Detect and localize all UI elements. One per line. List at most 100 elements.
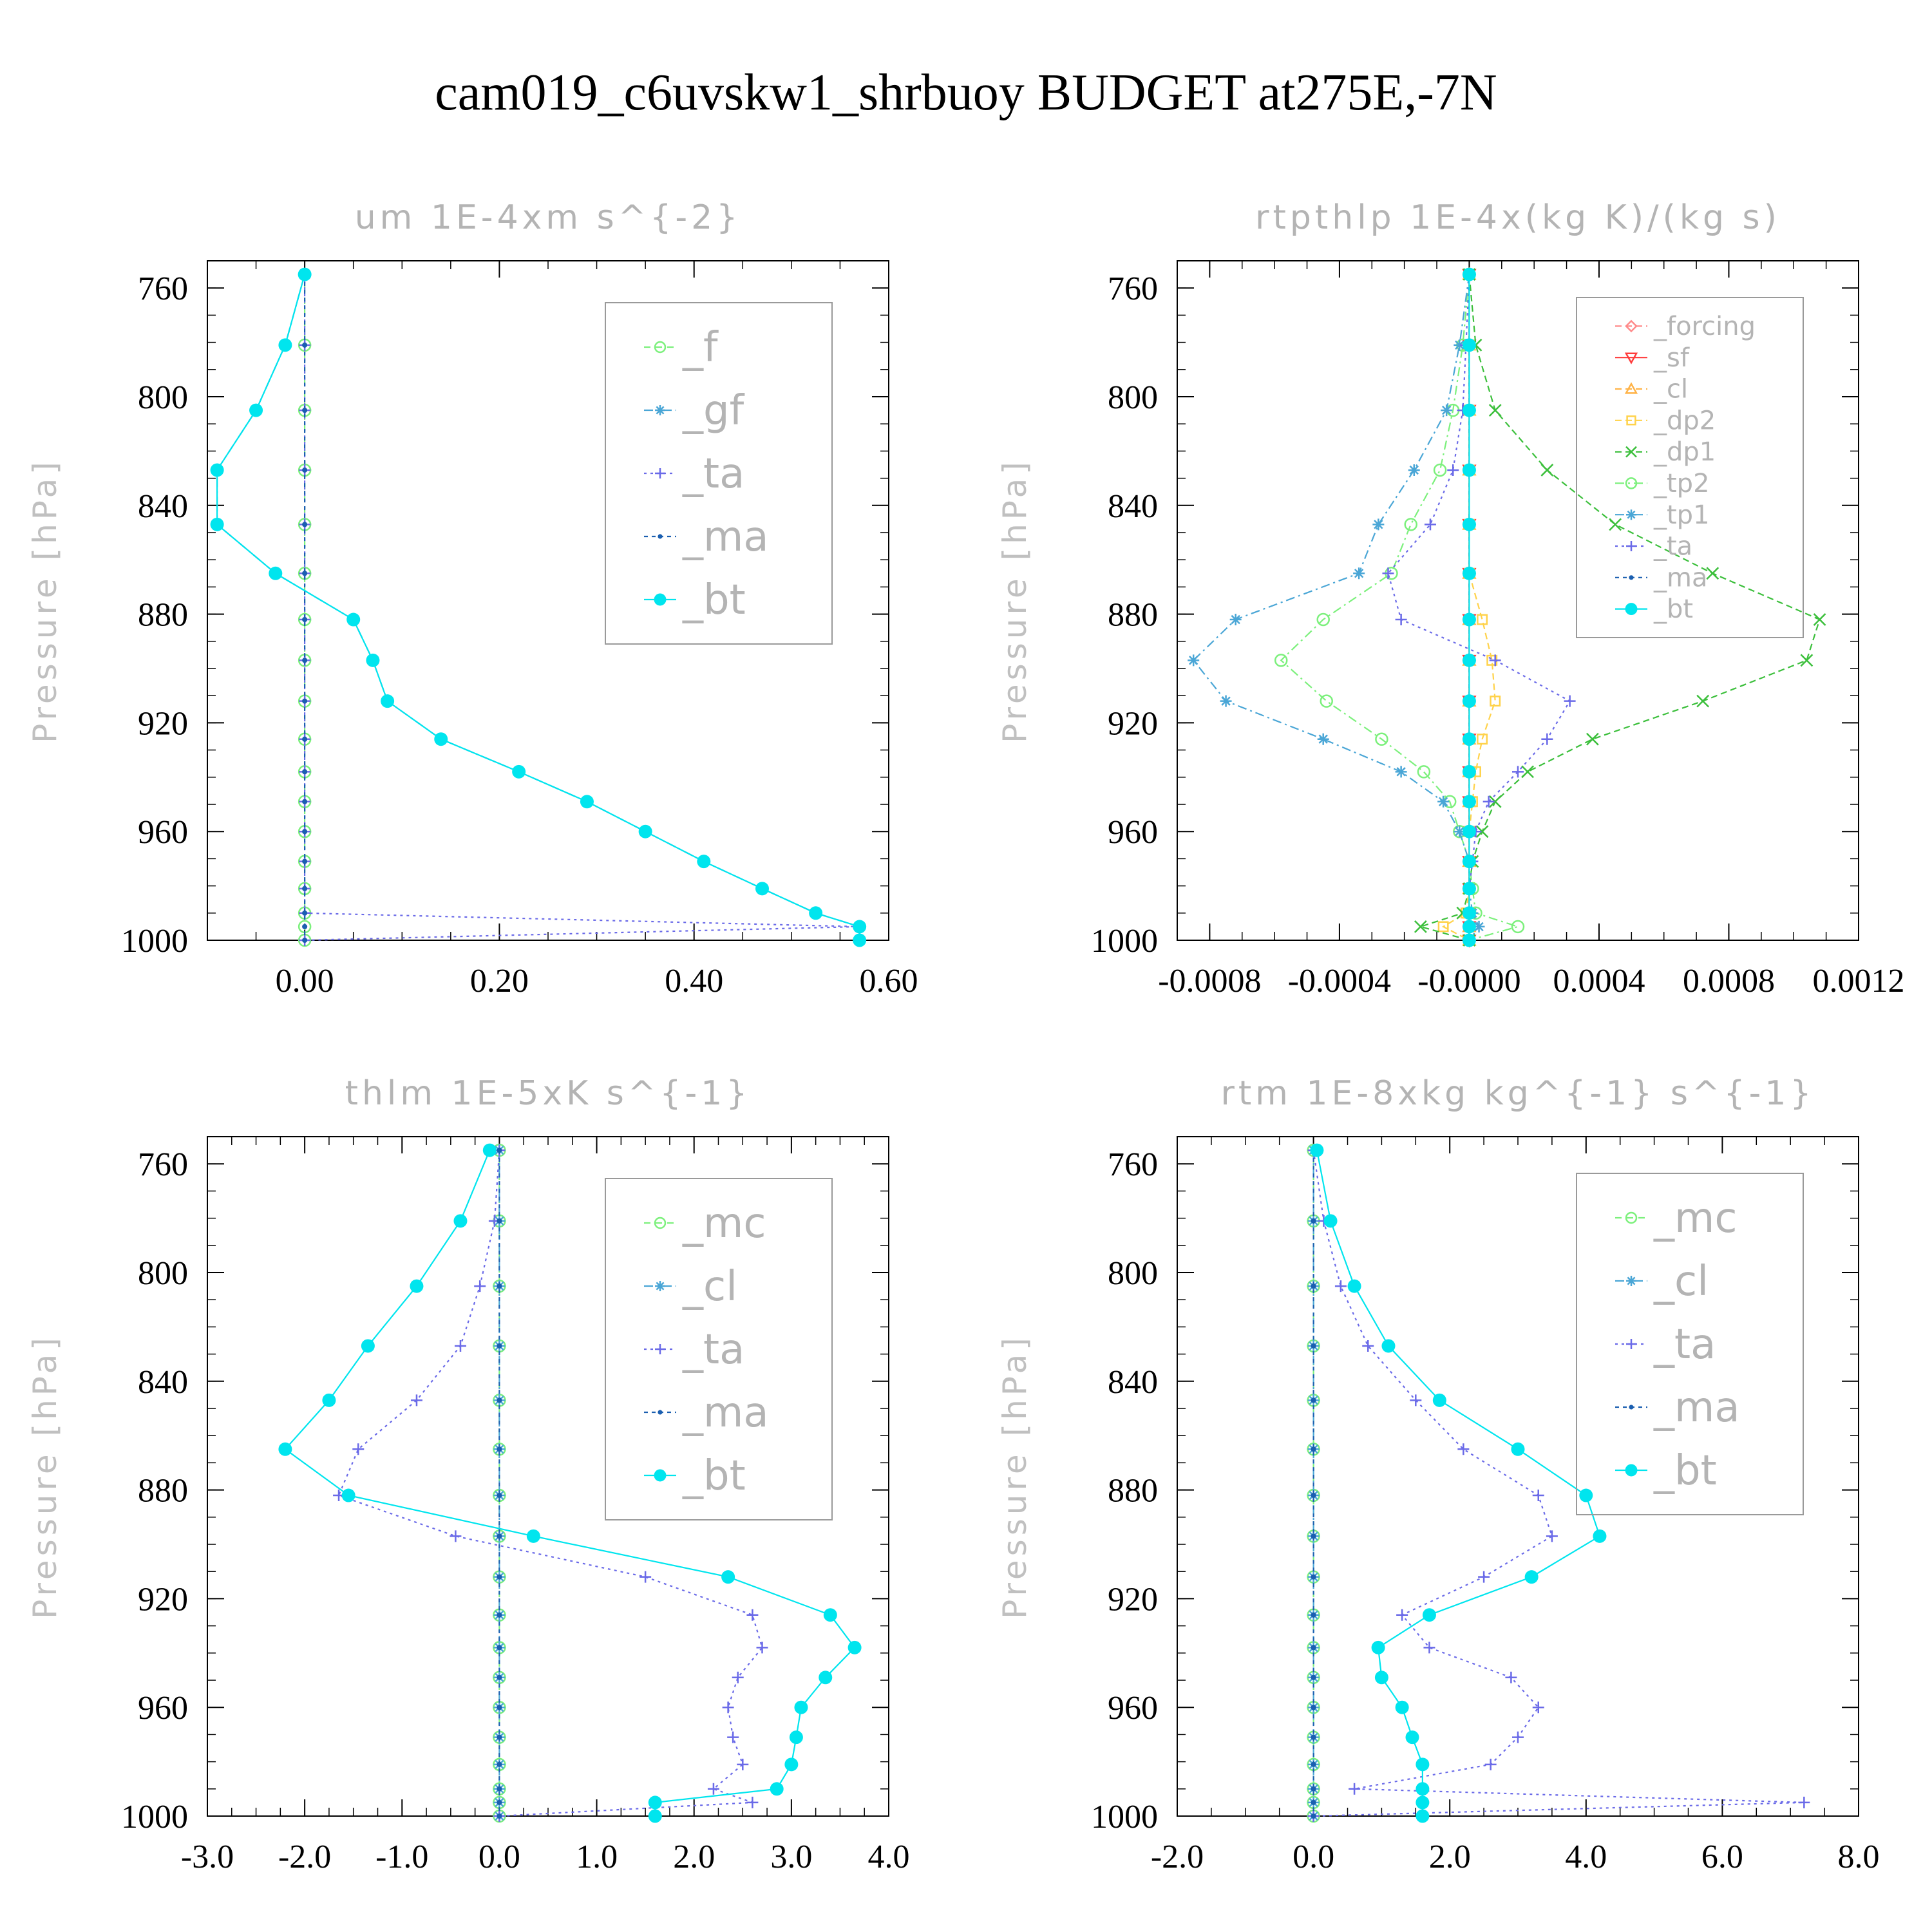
- legend-marker-bt: [654, 593, 667, 606]
- legend-marker-bt: [1625, 603, 1638, 616]
- point-dp1: [1813, 613, 1826, 626]
- legend-marker-sf: [1624, 352, 1638, 365]
- y-tick-label: 840: [138, 1364, 188, 1401]
- x-tick-label: -0.0008: [1158, 963, 1261, 999]
- point-ta: [746, 1609, 759, 1621]
- point-ta: [1482, 795, 1495, 808]
- point-bt: [1462, 517, 1476, 531]
- x-tick-label: 0.0: [478, 1839, 520, 1875]
- point-ta: [454, 1340, 466, 1352]
- point-ma: [497, 1218, 502, 1224]
- point-ma: [302, 886, 308, 891]
- point-ta: [1447, 464, 1459, 476]
- point-ma: [1311, 1813, 1316, 1819]
- point-ma: [1311, 1397, 1316, 1403]
- point-ma: [302, 923, 308, 929]
- y-tick-label: 1000: [121, 1799, 188, 1835]
- y-tick-label: 840: [1108, 1364, 1158, 1401]
- legend-label-bt: _bt: [1653, 594, 1693, 624]
- point-tp1: [1353, 567, 1365, 580]
- point-ta: [1396, 1609, 1408, 1621]
- point-ma: [497, 1799, 502, 1805]
- point-bt: [638, 824, 652, 838]
- legend-frame: [1576, 297, 1804, 638]
- point-bt: [1416, 1757, 1430, 1772]
- point-ta: [1489, 654, 1501, 667]
- point-ta: [1382, 567, 1394, 580]
- point-ma: [302, 910, 308, 916]
- legend-label-ta: _ta: [1653, 1321, 1716, 1368]
- point-ma: [302, 467, 308, 473]
- x-tick-label: 0.0004: [1553, 963, 1645, 999]
- point-bt: [1323, 1214, 1338, 1228]
- point-bt: [1371, 1640, 1385, 1654]
- y-tick-label: 920: [1108, 705, 1158, 742]
- point-tp1: [1437, 795, 1450, 808]
- point-bt: [1524, 1570, 1539, 1584]
- legend-marker-bt: [1625, 1464, 1638, 1477]
- legend-label-tp1: _tp1: [1653, 500, 1710, 530]
- legend-rtm: _mc _cl _ta _ma _bt: [1576, 1173, 1804, 1515]
- point-ma: [302, 937, 308, 943]
- point-dp1: [1488, 404, 1502, 417]
- x-tick-label: 4.0: [868, 1839, 910, 1875]
- point-tp1: [1473, 920, 1485, 933]
- point-dp1: [1488, 795, 1502, 808]
- point-ma: [302, 736, 308, 742]
- point-tp1: [1395, 766, 1407, 778]
- point-bt: [346, 612, 361, 627]
- point-bt: [853, 933, 867, 947]
- point-dp2: [1490, 696, 1501, 707]
- point-ta: [737, 1758, 749, 1770]
- point-bt: [366, 653, 380, 667]
- x-tick-label: 8.0: [1838, 1839, 1880, 1875]
- point-bt: [1462, 612, 1476, 627]
- point-ma: [497, 1533, 502, 1539]
- point-bt: [512, 764, 526, 779]
- legend-label-ta: _ta: [682, 1326, 744, 1374]
- legend-marker-cl: [1624, 382, 1638, 394]
- panel-title-thlm: thlm 1E-5xK s^{-1}: [345, 1074, 752, 1113]
- point-bt: [1593, 1529, 1607, 1543]
- point-bt: [1462, 653, 1476, 667]
- y-tick-label: 800: [138, 379, 188, 416]
- point-ta: [707, 1783, 719, 1795]
- point-bt: [697, 855, 711, 869]
- point-ta: [474, 1280, 486, 1293]
- point-ta: [1478, 1571, 1490, 1583]
- legend-marker-cl: [655, 1281, 665, 1291]
- legend-label-ta: _ta: [1653, 532, 1692, 562]
- x-tick-label: -1.0: [375, 1839, 428, 1875]
- series-line-ta: [1312, 1150, 1804, 1817]
- x-tick-label: 0.60: [860, 963, 918, 999]
- point-bt: [410, 1279, 424, 1293]
- point-bt: [580, 795, 594, 809]
- y-tick-label: 1000: [1091, 923, 1158, 960]
- y-tick-label: 880: [138, 1473, 188, 1510]
- y-tick-label: 960: [138, 814, 188, 851]
- point-ta: [1564, 695, 1576, 707]
- point-bt: [794, 1700, 808, 1714]
- y-tick-label: 1000: [121, 923, 188, 960]
- point-bt: [210, 517, 224, 531]
- ylabel-um: Pressure [hPa]: [26, 458, 64, 743]
- panel-rtm: rtm 1E-8xkg kg^{-1} s^{-1} Pressure [hPa]…: [996, 1074, 1880, 1875]
- x-tick-label: -2.0: [1151, 1839, 1204, 1875]
- point-ma: [497, 1705, 502, 1710]
- point-bt: [322, 1393, 336, 1407]
- point-bt: [789, 1730, 803, 1745]
- point-ma: [1311, 1343, 1316, 1349]
- point-bt: [341, 1488, 355, 1502]
- point-ma: [1311, 1705, 1316, 1710]
- point-bt: [809, 906, 823, 920]
- legend-marker-ta: [655, 1344, 665, 1354]
- point-dp1: [1414, 920, 1427, 933]
- y-tick-label: 920: [1108, 1581, 1158, 1618]
- panel-thlm: thlm 1E-5xK s^{-1} Pressure [hPa] -3.0 -2.0…: [26, 1074, 910, 1875]
- y-tick-label: 800: [1108, 379, 1158, 416]
- point-bt: [526, 1529, 540, 1543]
- legend-marker-dp1: [1625, 446, 1637, 458]
- point-ma: [497, 1446, 502, 1452]
- x-tick-label: -0.0004: [1288, 963, 1391, 999]
